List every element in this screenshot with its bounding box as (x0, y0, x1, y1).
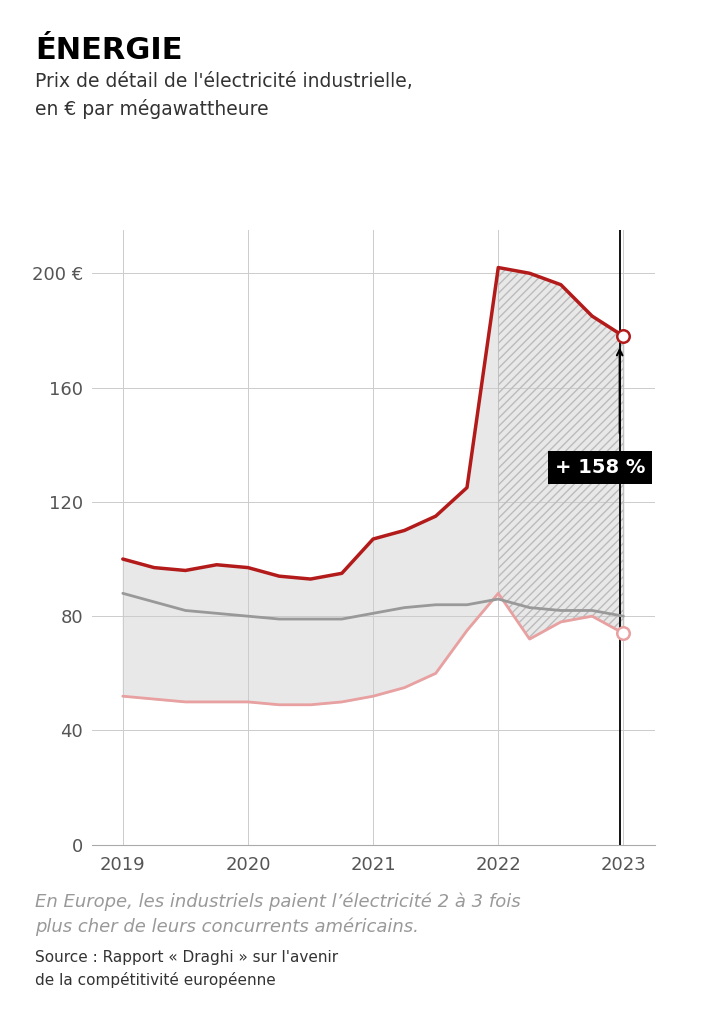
Text: Prix de détail de l'électricité industrielle,
en € par mégawattheure: Prix de détail de l'électricité industri… (35, 72, 413, 119)
Text: Source : Rapport « Draghi » sur l'avenir
de la compétitivité européenne: Source : Rapport « Draghi » sur l'avenir… (35, 950, 339, 988)
Text: En Europe, les industriels paient l’électricité 2 à 3 fois
plus cher de leurs co: En Europe, les industriels paient l’élec… (35, 893, 521, 937)
Text: + 158 %: + 158 % (555, 458, 645, 477)
Text: ÉNERGIE: ÉNERGIE (35, 36, 183, 65)
